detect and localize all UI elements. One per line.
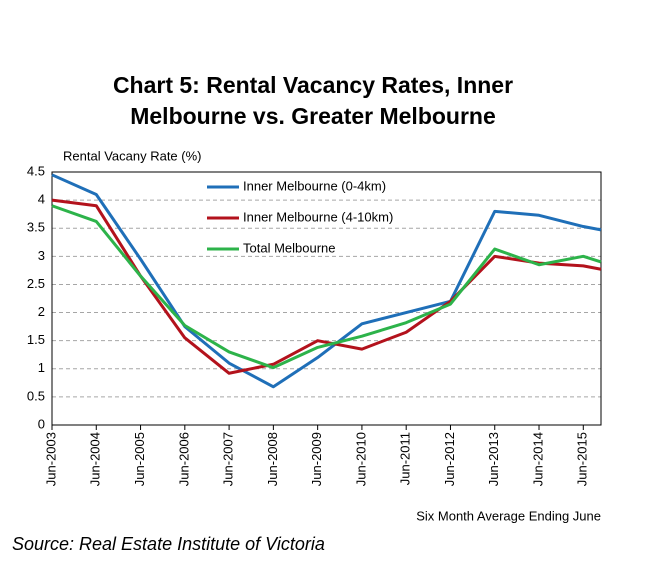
source: Source: Real Estate Institute of Victori…: [12, 534, 325, 554]
y-tick-label: 1.5: [27, 332, 45, 347]
x-tick-label: Jun-2012: [442, 432, 457, 486]
x-tick-label: Jun-2013: [486, 432, 501, 486]
line-series: [51, 204, 602, 370]
x-tick-label: Jun-2015: [575, 432, 590, 486]
y-tick-label: 0.5: [27, 388, 45, 403]
y-tick-label: 2.5: [27, 276, 45, 291]
legend-label: Inner Melbourne (0-4km): [243, 178, 386, 193]
line-series: [51, 198, 602, 375]
x-tick-label: Jun-2008: [265, 432, 280, 486]
chart-title: Melbourne vs. Greater Melbourne: [130, 103, 496, 129]
y-tick-label: 4: [38, 192, 45, 207]
x-tick-label: Jun-2009: [309, 432, 324, 486]
y-tick-label: 4.5: [27, 163, 45, 178]
x-tick-label: Jun-2004: [88, 432, 103, 486]
chart-title: Chart 5: Rental Vacancy Rates, Inner: [113, 72, 513, 98]
plot-border: [51, 171, 602, 426]
y-tick-label: 0: [38, 416, 45, 431]
x-tick-label: Jun-2011: [398, 432, 413, 485]
x-tick-label: Jun-2005: [132, 432, 147, 486]
x-tick-label: Jun-2007: [221, 432, 236, 486]
x-tick-label: Jun-2010: [353, 432, 368, 486]
legend-label: Inner Melbourne (4-10km): [243, 209, 393, 224]
y-tick-label: 3: [38, 248, 45, 263]
y-tick-label: 1: [38, 360, 45, 375]
y-tick-label: 3.5: [27, 220, 45, 235]
y-axis-label: Rental Vacany Rate (%): [63, 148, 202, 163]
x-tick-label: Jun-2006: [176, 432, 191, 486]
x-tick-label: Jun-2014: [530, 432, 545, 486]
x-tick-label: Jun-2003: [43, 432, 58, 486]
x-axis-label: Six Month Average Ending June: [416, 508, 601, 523]
line-series: [51, 173, 602, 389]
legend-label: Total Melbourne: [243, 240, 336, 255]
y-tick-label: 2: [38, 304, 45, 319]
